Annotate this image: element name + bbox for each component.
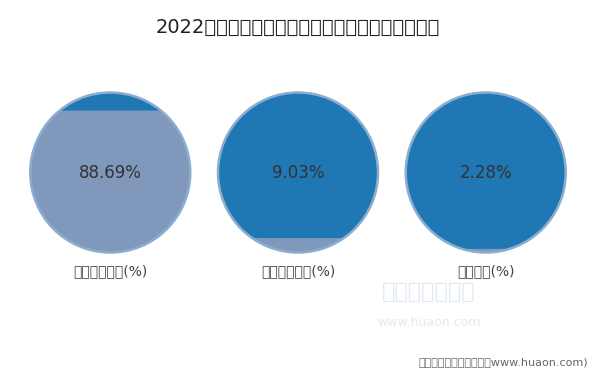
Text: 2022年山西建筑业工程、安装工程及其他产值结构: 2022年山西建筑业工程、安装工程及其他产值结构: [156, 18, 440, 37]
Circle shape: [406, 93, 566, 252]
Text: 华经产业研究院: 华经产业研究院: [382, 282, 476, 303]
Text: 安装工程产值(%): 安装工程产值(%): [261, 264, 335, 279]
Polygon shape: [30, 111, 190, 252]
Text: 88.69%: 88.69%: [79, 164, 142, 182]
Polygon shape: [252, 238, 344, 252]
Text: 9.03%: 9.03%: [272, 164, 324, 182]
Text: 制图：华经产业研究院（www.huaon.com): 制图：华经产业研究院（www.huaon.com): [418, 357, 588, 367]
Text: www.huaon.com: www.huaon.com: [377, 316, 481, 329]
Circle shape: [218, 93, 378, 252]
Text: 2.28%: 2.28%: [460, 164, 512, 182]
Text: 其他产值(%): 其他产值(%): [457, 264, 514, 279]
Circle shape: [30, 93, 190, 252]
Polygon shape: [462, 249, 510, 252]
Text: 建筑工程产值(%): 建筑工程产值(%): [73, 264, 147, 279]
